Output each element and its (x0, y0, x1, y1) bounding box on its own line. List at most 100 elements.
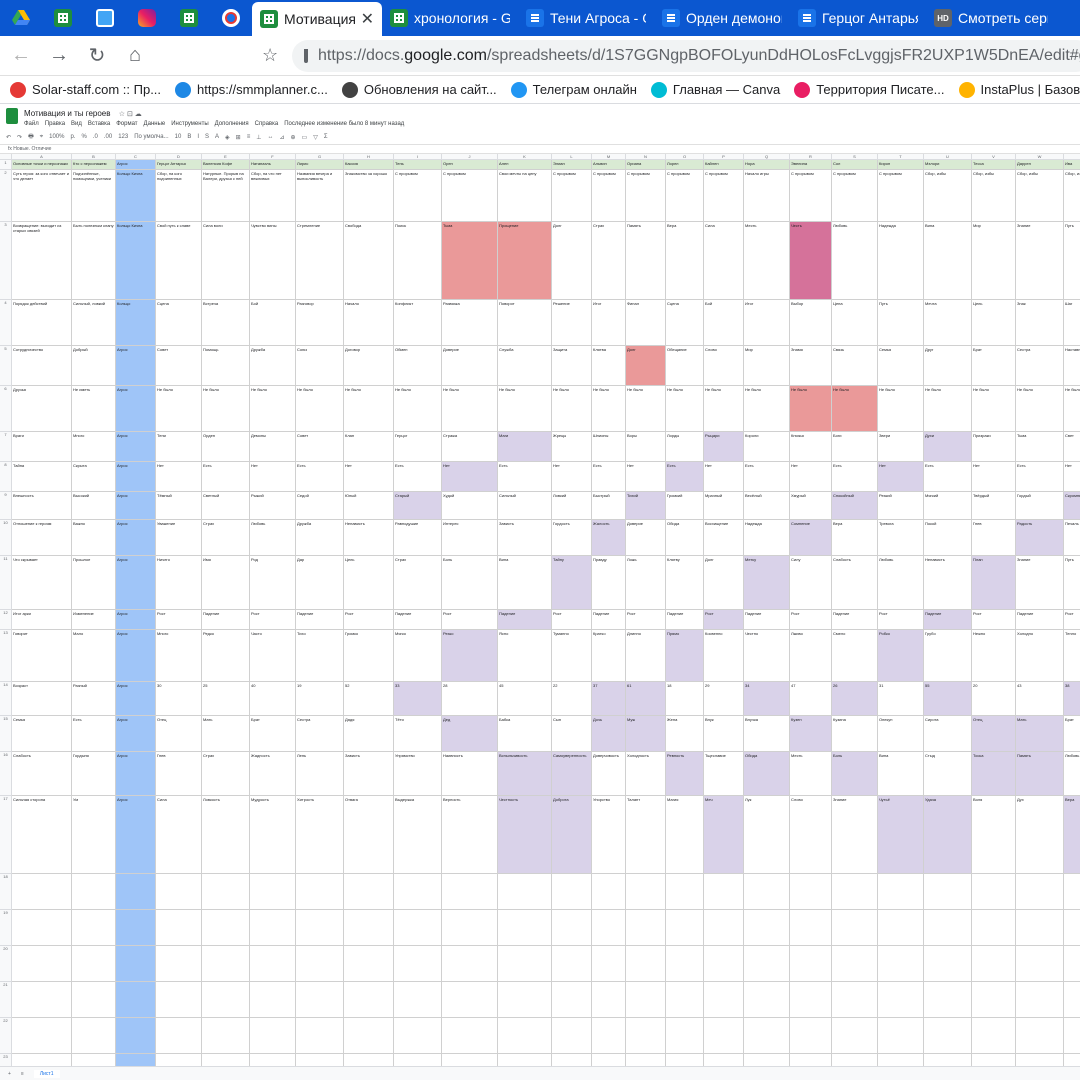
table-cell[interactable]: Клятва (592, 346, 626, 386)
table-cell[interactable]: Имя (202, 556, 250, 610)
table-cell[interactable] (116, 910, 156, 946)
table-cell[interactable]: Есть (394, 462, 442, 492)
table-cell[interactable]: Агрос (116, 346, 156, 386)
row-number[interactable]: 2 (0, 170, 12, 222)
header-cell[interactable]: Кайлен (704, 160, 744, 170)
table-cell[interactable] (250, 874, 296, 910)
table-cell[interactable] (250, 946, 296, 982)
table-cell[interactable]: Знакомство за хорошо (344, 170, 394, 222)
table-cell[interactable]: Нет (156, 462, 202, 492)
table-cell[interactable]: Рост (442, 610, 498, 630)
table-cell[interactable] (704, 1018, 744, 1054)
table-cell[interactable] (394, 1018, 442, 1054)
toolbar-button[interactable]: 10 (174, 134, 182, 140)
table-cell[interactable]: Добрый (72, 346, 116, 386)
table-cell[interactable]: Опекун (878, 716, 924, 752)
table-cell[interactable]: Враги (12, 432, 72, 462)
table-cell[interactable]: Возвращение: выходит из старых связей (12, 222, 72, 300)
back-button-icon[interactable]: ← (11, 44, 31, 66)
table-cell[interactable] (498, 910, 552, 946)
table-cell[interactable] (442, 874, 498, 910)
bookmark-item[interactable]: Территория Писате... (794, 81, 945, 98)
toolbar-button[interactable]: % (81, 134, 87, 140)
table-cell[interactable]: Сила (156, 796, 202, 874)
table-cell[interactable]: Тени (156, 432, 202, 462)
menu-item[interactable]: Справка (254, 121, 279, 127)
table-cell[interactable]: Цена (832, 300, 878, 346)
table-cell[interactable]: 45 (498, 682, 552, 716)
table-cell[interactable]: Муж (626, 716, 666, 752)
bookmark-item[interactable]: https://smmplanner.c... (175, 81, 328, 98)
table-cell[interactable]: Ложь (626, 556, 666, 610)
table-cell[interactable] (116, 1018, 156, 1054)
table-cell[interactable]: Нет (250, 462, 296, 492)
table-cell[interactable] (972, 1018, 1016, 1054)
table-cell[interactable]: Не было (744, 386, 790, 432)
table-cell[interactable]: Есть (202, 462, 250, 492)
header-cell[interactable]: Сол (832, 160, 878, 170)
table-cell[interactable]: Грубо (924, 630, 972, 682)
table-cell[interactable]: Меч (704, 796, 744, 874)
table-cell[interactable]: Нет (790, 462, 832, 492)
table-cell[interactable] (924, 946, 972, 982)
table-cell[interactable]: Много (72, 432, 116, 462)
table-cell[interactable]: Не было (924, 386, 972, 432)
table-cell[interactable]: Сомнение (790, 520, 832, 556)
table-cell[interactable]: С прорывом (442, 170, 498, 222)
table-cell[interactable]: Упрямство (394, 752, 442, 796)
table-cell[interactable]: Разный (72, 682, 116, 716)
column-header[interactable]: A (12, 154, 72, 160)
table-cell[interactable] (12, 1054, 72, 1066)
table-cell[interactable]: Сбор, избы (972, 170, 1016, 222)
table-cell[interactable]: Герцог (394, 432, 442, 462)
table-cell[interactable] (1016, 910, 1064, 946)
table-cell[interactable]: Сильный, ловкий (72, 300, 116, 346)
table-cell[interactable] (592, 910, 626, 946)
row-number[interactable]: 5 (0, 346, 12, 386)
table-cell[interactable] (202, 1018, 250, 1054)
table-cell[interactable]: Сирота (924, 716, 972, 752)
table-cell[interactable]: Возраст (12, 682, 72, 716)
table-cell[interactable] (12, 874, 72, 910)
table-cell[interactable]: Решение (552, 300, 592, 346)
table-cell[interactable]: Ловкость (202, 796, 250, 874)
row-number[interactable]: 7 (0, 432, 12, 462)
table-cell[interactable]: Союз (296, 346, 344, 386)
bookmark-star-icon[interactable]: ☆ (262, 45, 279, 65)
table-cell[interactable]: Высокий (72, 492, 116, 520)
table-cell[interactable]: Метку (744, 556, 790, 610)
table-cell[interactable]: Ненависть (344, 520, 394, 556)
toolbar-button[interactable]: Σ (323, 134, 328, 140)
table-cell[interactable]: Стража (442, 432, 498, 462)
table-cell[interactable]: Не было (394, 386, 442, 432)
table-cell[interactable]: Долг (626, 346, 666, 386)
table-cell[interactable]: Нет (442, 462, 498, 492)
table-cell[interactable] (1016, 1054, 1064, 1066)
column-header[interactable]: R (790, 154, 832, 160)
table-cell[interactable] (250, 910, 296, 946)
table-cell[interactable]: Не было (626, 386, 666, 432)
table-cell[interactable]: Знание (832, 796, 878, 874)
table-cell[interactable]: Тепло (1064, 630, 1080, 682)
table-cell[interactable]: Падение (202, 610, 250, 630)
table-cell[interactable]: 34 (744, 682, 790, 716)
table-cell[interactable]: Внучка (744, 716, 790, 752)
table-cell[interactable] (878, 1054, 924, 1066)
column-header[interactable]: S (832, 154, 878, 160)
table-cell[interactable] (116, 1054, 156, 1066)
menu-item[interactable]: Последнее изменение было 8 минут назад (284, 121, 405, 127)
table-cell[interactable]: Сбор, избы (1064, 170, 1080, 222)
table-cell[interactable]: Есть (498, 462, 552, 492)
table-cell[interactable] (744, 910, 790, 946)
row-number[interactable]: 3 (0, 222, 12, 300)
table-cell[interactable]: Итог (592, 300, 626, 346)
table-cell[interactable]: Цель (344, 556, 394, 610)
table-cell[interactable]: Надежда (878, 222, 924, 300)
table-cell[interactable]: Прямо (666, 630, 704, 682)
table-cell[interactable]: Падение (498, 610, 552, 630)
table-cell[interactable]: Слово (704, 346, 744, 386)
table-cell[interactable]: Служба (498, 346, 552, 386)
table-cell[interactable]: Вина (924, 222, 972, 300)
table-cell[interactable]: Сестра (1016, 346, 1064, 386)
table-cell[interactable] (442, 1018, 498, 1054)
